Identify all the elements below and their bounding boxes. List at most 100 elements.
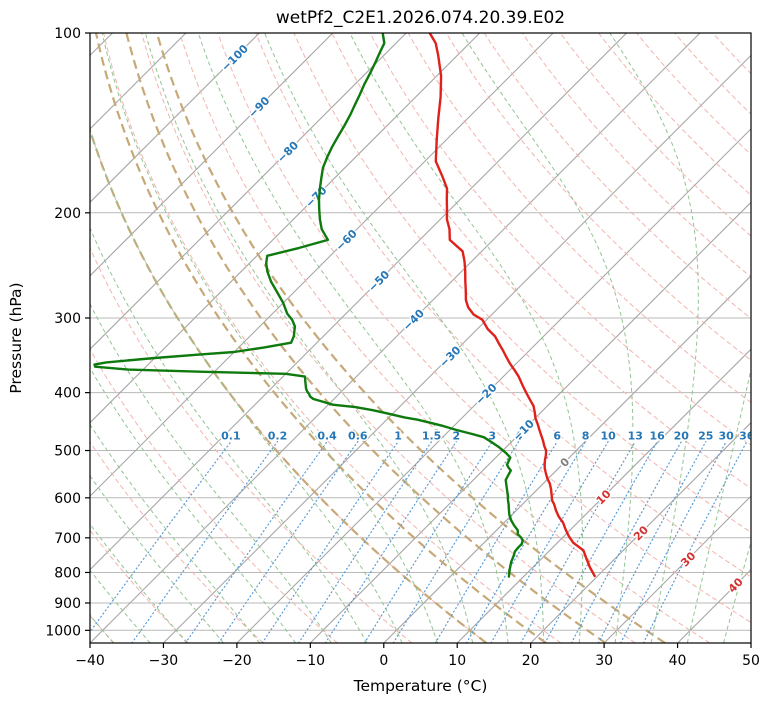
isotherm-line (163, 54, 751, 643)
dry-adiabat-line (750, 33, 751, 34)
isotherm-line (90, 33, 481, 424)
mixing-ratio-line (261, 441, 399, 643)
mixing-ratio-label: 1.5 (422, 430, 442, 443)
mixing-ratio-line (544, 441, 658, 643)
mixing-ratio-line (298, 441, 433, 643)
moist-adiabat-line (723, 539, 751, 643)
moist-adiabat-line (90, 303, 332, 643)
isotherm-line (90, 33, 701, 643)
x-tick-label: 50 (742, 653, 760, 669)
x-axis-label: Temperature (°C) (353, 677, 488, 695)
y-tick-label: 800 (54, 565, 81, 581)
isotherm-line (90, 33, 187, 130)
mixing-ratio-label: 0.1 (221, 430, 241, 443)
moist-adiabat-line (90, 367, 297, 643)
isotherm-line (90, 33, 554, 497)
moist-adiabat-line (264, 33, 545, 643)
mixing-ratio-label: 0.4 (317, 430, 337, 443)
mixing-ratio-label: 36 (739, 430, 755, 443)
moist-adiabat-line (349, 33, 584, 643)
moist-adiabat-line (461, 33, 634, 643)
mixing-ratio-label: 6 (553, 430, 561, 443)
mixing-ratio-line (465, 441, 587, 643)
y-tick-label: 300 (54, 311, 81, 327)
isotherm-label: −100 (219, 42, 251, 74)
x-tick-label: 10 (448, 653, 466, 669)
x-tick-label: −20 (222, 653, 252, 669)
y-tick-label: 1000 (45, 623, 81, 639)
dry-adiabat-line (559, 33, 751, 237)
dry-adiabat-line (521, 33, 751, 278)
mixing-ratio-label: 25 (698, 430, 713, 443)
mixing-ratio-line (184, 441, 328, 643)
isotherm-line (603, 495, 751, 643)
mixing-ratio-line (131, 441, 279, 643)
isotherm-line (309, 201, 751, 643)
x-tick-label: −30 (149, 653, 179, 669)
dry-adiabat-line (293, 33, 751, 533)
mixing-ratio-line (324, 441, 457, 643)
mixing-ratio-label: 0.2 (268, 430, 288, 443)
dry-adiabat-line (636, 33, 751, 156)
mixing-ratio-line (520, 441, 636, 643)
dry-adiabat-line (483, 33, 751, 320)
isotherm-line (90, 33, 260, 204)
y-tick-label: 100 (54, 26, 81, 42)
isotherm-label: 10 (594, 487, 614, 507)
mixing-ratio-label: 13 (628, 430, 643, 443)
moist-adiabat-line (90, 423, 260, 643)
dewpoint-line (93, 33, 524, 578)
dry-adiabat-line (445, 33, 751, 361)
x-tick-label: 30 (595, 653, 613, 669)
isotherm-line (383, 275, 751, 643)
dry-adiabat-line (217, 33, 751, 624)
mixing-ratio-line (642, 441, 748, 643)
mixing-ratio-label: 4 (515, 430, 523, 443)
mixing-ratio-label: 20 (674, 430, 690, 443)
moist-adiabat-line (144, 33, 474, 643)
dry-adiabat-line (90, 348, 338, 643)
x-tick-label: 0 (379, 653, 388, 669)
mixing-ratio-line (90, 441, 232, 633)
temperature-line (428, 33, 596, 578)
isotherm-line (90, 33, 334, 277)
isotherm-line (677, 568, 751, 643)
dry-adiabat-line (331, 33, 751, 490)
dry-adiabat-line (90, 441, 264, 643)
x-tick-label: −40 (75, 653, 105, 669)
mixing-ratio-line (434, 441, 558, 643)
moist-adiabat-line (609, 33, 699, 643)
y-axis-label: Pressure (hPa) (7, 282, 25, 393)
highlight-dry-adiabat-line (155, 33, 666, 643)
moist-adiabat-line (90, 127, 403, 643)
mixing-ratio-label: 10 (600, 430, 616, 443)
moist-adiabat-line (686, 366, 751, 643)
x-tick-label: 40 (669, 653, 687, 669)
isotherm-line (530, 421, 751, 643)
mixing-ratio-label: 1 (394, 430, 402, 443)
highlight-dry-adiabat-line (94, 33, 547, 643)
isotherm-line (90, 33, 627, 571)
plot-layers: 0.1 0.2 0.4 0.6 1 1.5 2 3 4 6 8 10 13 16 20 25 30 36−100−… (45, 26, 760, 669)
mixing-ratio-line (597, 441, 707, 643)
mixing-ratio-line (570, 441, 682, 643)
isotherm-label: −80 (275, 139, 302, 166)
y-tick-label: 500 (54, 444, 81, 460)
mixing-ratio-line (218, 441, 359, 643)
mixing-ratio-line (620, 441, 727, 643)
mixing-ratio-line (392, 441, 520, 643)
y-tick-label: 200 (54, 206, 81, 222)
mixing-ratio-line (363, 441, 493, 643)
dry-adiabat-line (103, 33, 562, 643)
moist-adiabat-line (90, 474, 224, 643)
dry-adiabat-line (369, 33, 751, 446)
y-tick-label: 900 (54, 596, 81, 612)
mixing-ratio-label: 0.6 (348, 430, 368, 443)
dry-adiabat-line (255, 33, 751, 578)
mixing-ratio-label: 8 (582, 430, 590, 443)
plot-title: wetPf2_C2E1.2026.074.20.39.E02 (276, 8, 565, 28)
y-tick-label: 400 (54, 386, 81, 402)
highlight-dry-adiabat-line (125, 33, 607, 643)
